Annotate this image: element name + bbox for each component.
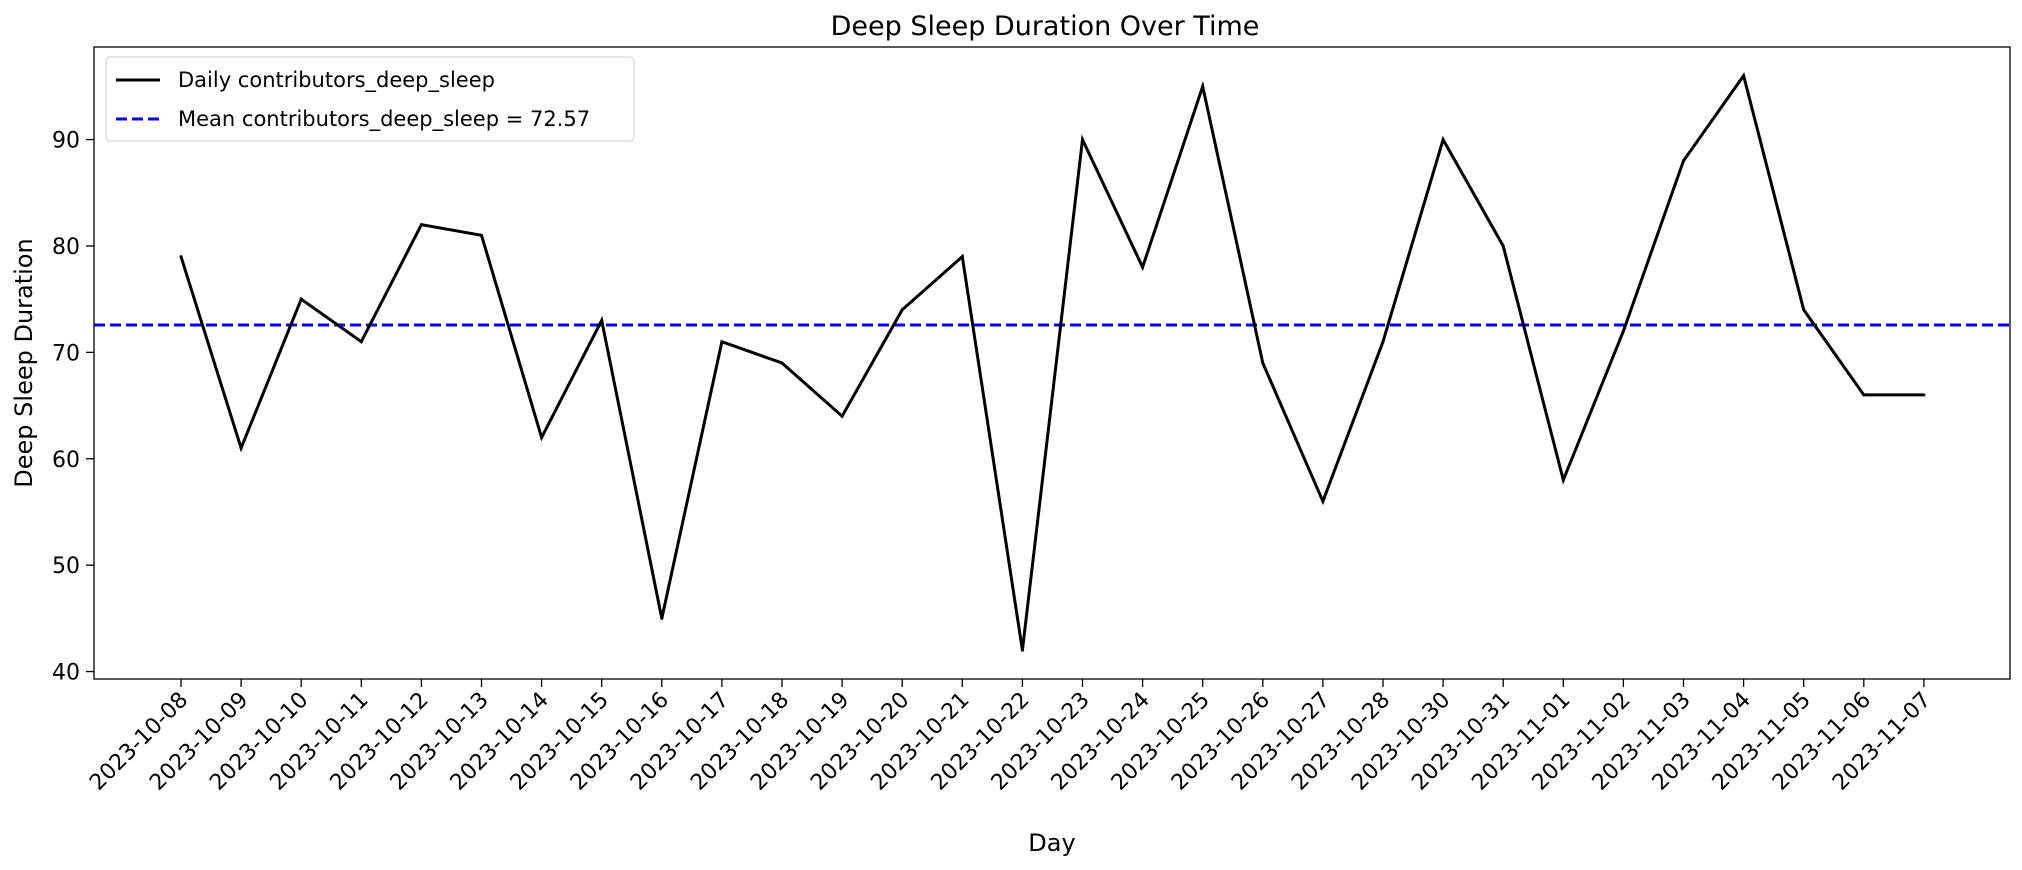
data-point-2023-11-02 [1621,329,1625,333]
data-point-2023-11-05 [1802,308,1806,312]
data-point-2023-10-28 [1381,340,1385,344]
data-point-2023-10-10 [299,297,303,301]
data-point-2023-10-24 [1141,265,1145,269]
data-point-2023-10-11 [359,340,363,344]
data-point-2023-10-15 [600,318,604,322]
data-point-2023-10-30 [1441,138,1445,142]
y-tick-label-90: 90 [52,129,80,154]
data-point-2023-10-21 [960,255,964,259]
plot-area [94,72,2010,652]
data-point-2023-11-04 [1742,74,1746,78]
plot-frame [93,46,2011,680]
data-point-2023-10-09 [239,446,243,450]
data-point-2023-10-12 [419,223,423,227]
data-point-2023-10-31 [1501,244,1505,248]
chart-title: Deep Sleep Duration Over Time [831,11,1260,42]
data-point-2023-10-26 [1261,361,1265,365]
data-point-2023-10-17 [720,340,724,344]
data-point-2023-10-16 [660,616,664,620]
x-axis-label: Day [1028,829,1075,857]
data-point-2023-10-23 [1081,138,1084,142]
y-tick-label-40: 40 [52,661,80,686]
series-line-daily [179,72,1924,651]
data-point-2023-11-03 [1682,159,1685,163]
y-tick-label-80: 80 [52,235,80,260]
data-point-2023-11-01 [1561,478,1565,482]
legend-label-daily: Daily contributors_deep_sleep [178,68,495,93]
data-point-2023-11-07 [1922,393,1926,397]
legend: Daily contributors_deep_sleep Mean contr… [105,56,635,142]
y-axis-label: Deep Sleep Duration [10,238,38,487]
y-tick-label-50: 50 [52,554,80,579]
y-tick-label-60: 60 [52,448,80,473]
data-point-2023-10-18 [780,361,784,365]
data-point-2023-10-14 [540,435,544,439]
data-point-2023-10-22 [1020,648,1024,652]
y-tick-label-70: 70 [52,341,80,366]
data-point-2023-10-25 [1201,84,1205,88]
legend-label-mean: Mean contributors_deep_sleep = 72.57 [178,107,590,132]
data-point-2023-10-13 [480,233,483,237]
data-point-2023-10-27 [1321,499,1325,503]
data-point-2023-10-20 [900,308,904,312]
data-point-2023-10-08 [179,255,183,259]
data-point-2023-11-06 [1862,393,1866,397]
legend-box [105,56,635,142]
data-point-2023-10-19 [840,414,844,418]
